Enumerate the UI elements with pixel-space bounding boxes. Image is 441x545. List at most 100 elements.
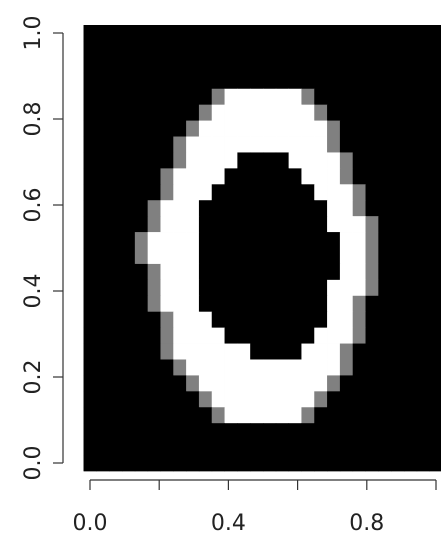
cell — [430, 344, 441, 360]
cell — [263, 41, 276, 57]
cell — [199, 73, 212, 89]
cell — [417, 216, 430, 232]
cell — [160, 359, 173, 375]
cell — [391, 296, 404, 312]
cell — [96, 455, 109, 471]
cell — [199, 137, 212, 153]
cell — [84, 264, 97, 280]
cell — [391, 328, 404, 344]
cell — [404, 200, 417, 216]
cell — [250, 344, 263, 360]
cell — [212, 455, 225, 471]
cell — [263, 344, 276, 360]
cell — [289, 121, 302, 137]
cell — [417, 359, 430, 375]
cell — [186, 328, 199, 344]
cell — [148, 200, 161, 216]
cell — [84, 423, 97, 439]
cell — [430, 280, 441, 296]
cell — [314, 121, 327, 137]
cell — [353, 121, 366, 137]
cell — [84, 152, 97, 168]
cell — [225, 391, 238, 407]
cell — [250, 375, 263, 391]
cell — [173, 328, 186, 344]
cell — [340, 264, 353, 280]
cell — [314, 89, 327, 105]
cell — [366, 200, 379, 216]
cell — [327, 168, 340, 184]
cell — [173, 439, 186, 455]
cell — [109, 439, 122, 455]
cell — [109, 216, 122, 232]
cell — [378, 105, 391, 121]
cell — [327, 391, 340, 407]
cell — [96, 152, 109, 168]
cell — [122, 232, 135, 248]
cell — [237, 105, 250, 121]
cell — [276, 232, 289, 248]
cell — [366, 73, 379, 89]
cell — [148, 57, 161, 73]
cell — [199, 296, 212, 312]
cell — [340, 455, 353, 471]
cell — [173, 200, 186, 216]
cell — [225, 152, 238, 168]
cell — [135, 152, 148, 168]
cell — [353, 423, 366, 439]
cell — [289, 248, 302, 264]
cell — [404, 105, 417, 121]
cell — [160, 152, 173, 168]
cell — [404, 89, 417, 105]
cell — [135, 439, 148, 455]
cell — [237, 312, 250, 328]
cell — [314, 41, 327, 57]
cell — [225, 200, 238, 216]
cell — [173, 105, 186, 121]
cell — [417, 152, 430, 168]
cell — [340, 73, 353, 89]
cell — [173, 216, 186, 232]
cell — [263, 280, 276, 296]
cell — [404, 312, 417, 328]
cell — [109, 264, 122, 280]
cell — [122, 328, 135, 344]
cell — [353, 391, 366, 407]
cell — [340, 423, 353, 439]
cell — [109, 184, 122, 200]
cell — [122, 423, 135, 439]
cell — [109, 105, 122, 121]
cell — [173, 232, 186, 248]
cell — [250, 89, 263, 105]
cell — [84, 200, 97, 216]
cell — [84, 248, 97, 264]
cell — [391, 137, 404, 153]
cell — [314, 73, 327, 89]
cell — [250, 152, 263, 168]
cell — [212, 168, 225, 184]
cell — [314, 455, 327, 471]
cell — [301, 121, 314, 137]
cell — [160, 344, 173, 360]
cell — [96, 248, 109, 264]
cell — [378, 89, 391, 105]
cell — [366, 423, 379, 439]
cell — [96, 121, 109, 137]
cell — [237, 168, 250, 184]
cell — [391, 152, 404, 168]
chart: 0.00.40.80.00.20.40.60.81.0 — [0, 0, 441, 545]
cell — [160, 391, 173, 407]
cell — [353, 296, 366, 312]
cell — [212, 439, 225, 455]
cell — [199, 407, 212, 423]
cell — [96, 264, 109, 280]
cell — [327, 200, 340, 216]
cell — [404, 296, 417, 312]
cell — [430, 264, 441, 280]
cell — [160, 296, 173, 312]
cell — [417, 264, 430, 280]
cell — [135, 375, 148, 391]
y-tick-label: 0.8 — [21, 102, 46, 137]
cell — [327, 184, 340, 200]
x-tick-label: 0.4 — [211, 511, 246, 536]
